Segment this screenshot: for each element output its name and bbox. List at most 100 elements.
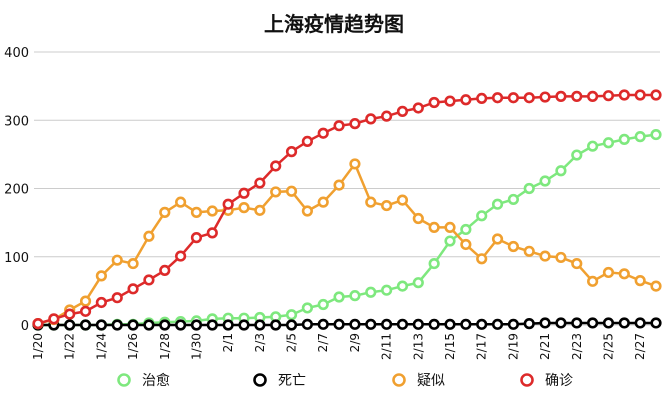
- data-point: [428, 257, 440, 270]
- data-point: [555, 165, 567, 177]
- data-point: [238, 187, 250, 199]
- data-point: [32, 318, 44, 330]
- data-point: [602, 137, 615, 149]
- x-tick-label: 2/13: [411, 333, 425, 360]
- data-point: [206, 319, 218, 331]
- x-tick-label: 2/21: [538, 333, 552, 360]
- data-point: [618, 268, 630, 280]
- data-point: [190, 232, 203, 244]
- data-point: [444, 221, 456, 234]
- data-point: [79, 305, 92, 317]
- x-tick-label: 2/9: [348, 333, 362, 352]
- data-point: [523, 92, 535, 104]
- data-point: [476, 210, 488, 222]
- data-point: [555, 90, 567, 102]
- data-point: [254, 177, 266, 189]
- data-point: [539, 91, 551, 103]
- data-point: [222, 198, 234, 210]
- data-point: [159, 206, 171, 218]
- data-point: [349, 118, 361, 130]
- data-point: [79, 319, 92, 331]
- data-point: [143, 319, 155, 331]
- data-point: [412, 212, 424, 225]
- x-tick-label: 1/22: [63, 333, 77, 360]
- data-point: [444, 318, 456, 330]
- data-point: [317, 127, 329, 139]
- data-point: [523, 182, 535, 195]
- data-point: [285, 185, 298, 197]
- data-point: [285, 319, 298, 331]
- x-tick-label: 2/25: [601, 333, 615, 360]
- data-point: [587, 140, 599, 152]
- x-tick-label: 2/17: [475, 333, 489, 360]
- data-point: [634, 89, 646, 101]
- data-point: [301, 205, 313, 217]
- data-point: [491, 233, 504, 245]
- data-point: [396, 105, 409, 117]
- data-point: [460, 223, 472, 236]
- data-point: [571, 149, 583, 161]
- legend-item: 疑似: [392, 373, 445, 389]
- x-tick-label: 2/23: [570, 333, 584, 360]
- data-point: [111, 292, 123, 304]
- y-axis: 0 100 200 300 400: [4, 46, 29, 334]
- data-point: [381, 199, 393, 212]
- data-point: [317, 318, 329, 330]
- data-point: [587, 90, 599, 102]
- data-point: [333, 179, 345, 191]
- legend-marker: [520, 373, 534, 387]
- data-point: [460, 238, 472, 251]
- data-point: [539, 317, 551, 329]
- data-point: [571, 90, 583, 102]
- data-point: [381, 284, 393, 296]
- chart-title: 上海疫情趋势图: [264, 12, 404, 36]
- data-point: [428, 221, 440, 234]
- data-point: [523, 318, 535, 330]
- data-point: [476, 92, 488, 105]
- x-tick-label: 2/3: [253, 333, 267, 352]
- data-point: [365, 196, 377, 208]
- data-point: [175, 319, 187, 331]
- legend-label: 治愈: [142, 373, 170, 389]
- data-point: [190, 206, 203, 218]
- data-point: [602, 90, 615, 102]
- x-tick-label: 2/1: [221, 333, 235, 352]
- data-point: [634, 317, 646, 329]
- data-point: [618, 89, 630, 101]
- data-point: [270, 160, 282, 172]
- legend-item: 确诊: [520, 373, 573, 389]
- data-point: [491, 198, 504, 210]
- data-point: [254, 319, 266, 331]
- data-point: [571, 257, 583, 270]
- data-point: [206, 227, 218, 239]
- data-point: [365, 286, 377, 298]
- data-point: [650, 89, 662, 101]
- data-point: [301, 318, 313, 330]
- data-point: [349, 318, 361, 330]
- data-point: [127, 257, 139, 270]
- data-point: [222, 319, 234, 331]
- data-point: [64, 308, 76, 320]
- data-point: [650, 317, 662, 329]
- legend-marker: [117, 373, 131, 387]
- data-point: [507, 240, 519, 253]
- data-point: [95, 270, 107, 282]
- data-point: [285, 309, 298, 321]
- data-point: [555, 317, 567, 329]
- data-point: [79, 295, 92, 307]
- data-point: [127, 319, 139, 331]
- x-tick-label: 2/19: [506, 333, 520, 360]
- y-tick-label: 100: [4, 251, 29, 266]
- data-point: [539, 175, 551, 187]
- data-point: [412, 102, 424, 114]
- series-2: [32, 317, 662, 331]
- x-tick-label: 2/5: [285, 333, 299, 352]
- data-point: [618, 317, 630, 329]
- x-tick-label: 1/30: [189, 333, 203, 360]
- x-tick-label: 2/11: [380, 333, 394, 360]
- data-point: [238, 319, 250, 331]
- data-point: [476, 253, 488, 265]
- data-point: [301, 135, 313, 148]
- data-point: [381, 110, 393, 122]
